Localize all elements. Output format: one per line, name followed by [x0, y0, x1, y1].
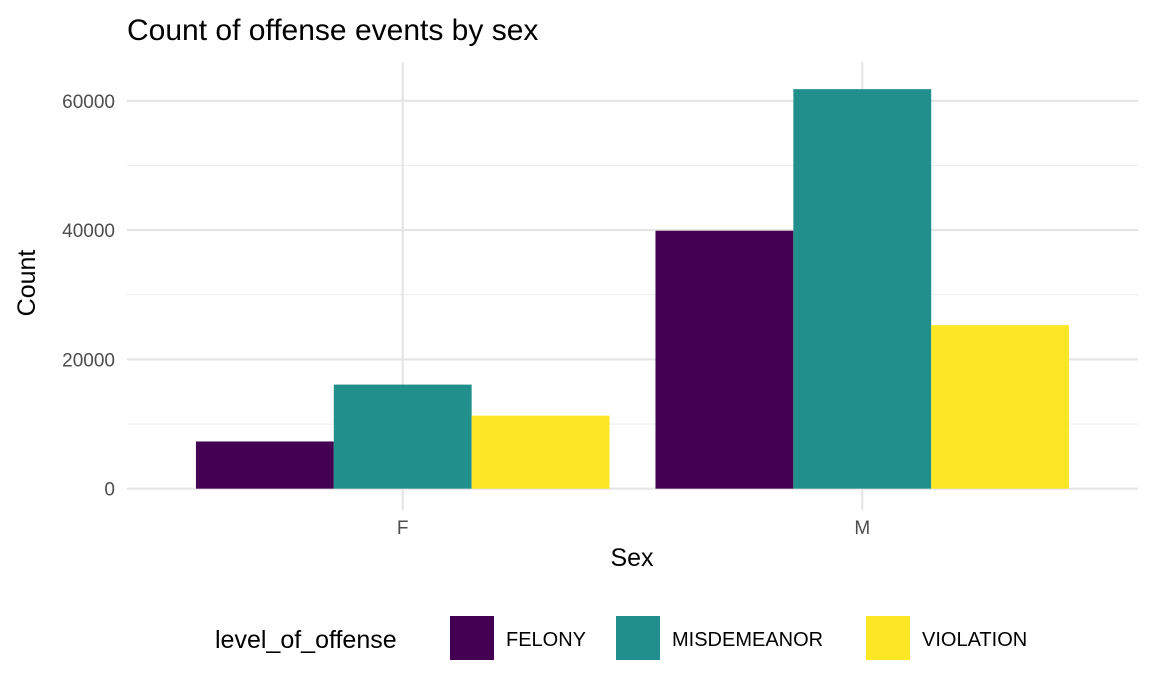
legend-label-violation: VIOLATION: [922, 629, 1027, 651]
bar-violation-f: [471, 415, 610, 489]
legend-title: level_of_offense: [215, 626, 397, 654]
y-tick-label: 60000: [62, 92, 115, 113]
bar-misdemeanor-m: [793, 89, 932, 489]
legend-key-misdemeanor: [616, 616, 660, 660]
bar-misdemeanor-f: [333, 384, 472, 489]
bar-felony-f: [195, 441, 334, 489]
legend-key-felony: [450, 616, 494, 660]
y-tick-label: 40000: [62, 221, 115, 242]
x-tick-label: F: [397, 518, 409, 539]
legend-label-misdemeanor: MISDEMEANOR: [672, 629, 823, 651]
chart-title: Count of offense events by sex: [127, 14, 538, 47]
y-tick-label: 20000: [62, 350, 115, 371]
legend-key-violation: [866, 616, 910, 660]
x-tick-label: M: [854, 518, 870, 539]
bars: [195, 89, 1070, 489]
bar-felony-m: [655, 230, 794, 489]
y-tick-label: 0: [104, 480, 115, 501]
legend-label-felony: FELONY: [506, 629, 586, 651]
bar-violation-m: [931, 325, 1070, 489]
y-axis-title: Count: [13, 250, 41, 317]
x-axis-title: Sex: [610, 544, 654, 572]
legend: level_of_offense FELONY MISDEMEANOR VIOLAT…: [215, 616, 1027, 660]
y-axis-ticks: 0 20000 40000 60000: [62, 92, 115, 501]
